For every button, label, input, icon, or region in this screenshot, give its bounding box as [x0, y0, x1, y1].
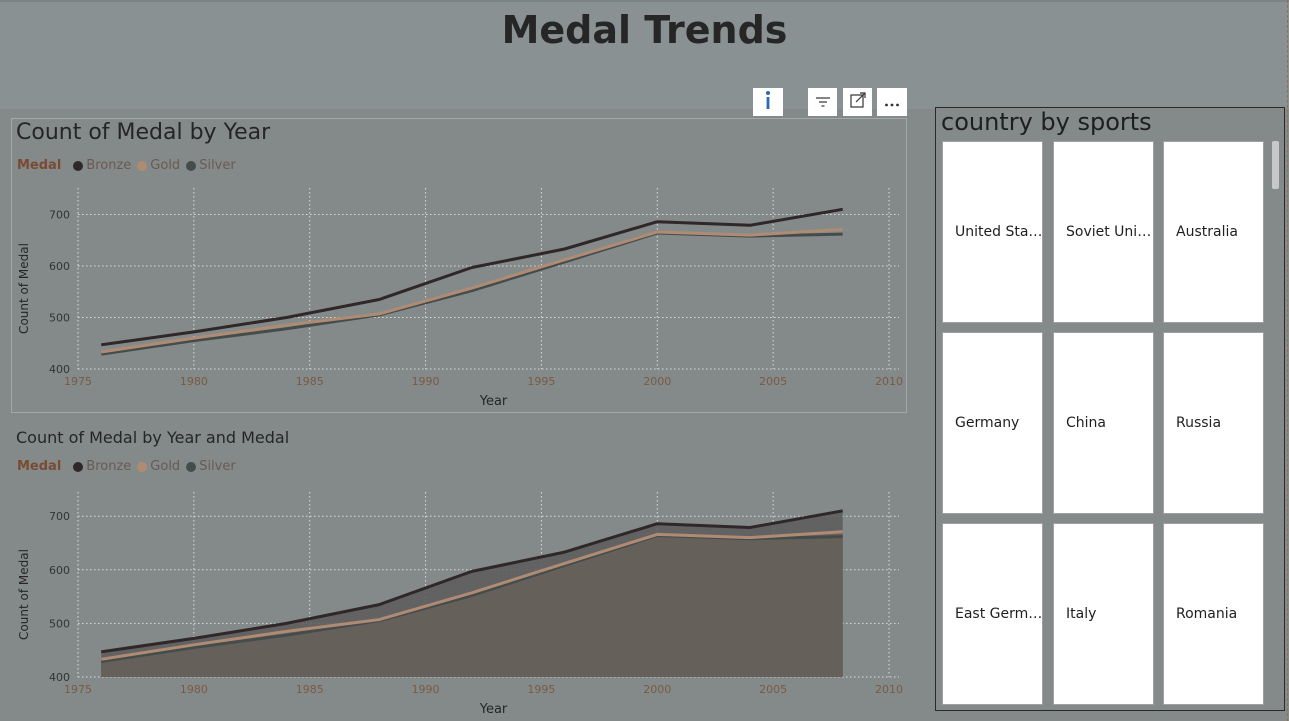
x-axis-title: Year — [479, 702, 508, 717]
slicer-scrollbar[interactable] — [1271, 141, 1279, 706]
filter-icon — [815, 93, 831, 112]
legend-item-bronze[interactable]: Bronze — [73, 158, 131, 173]
focus-mode-icon — [849, 92, 866, 112]
x-tick-label: 1980 — [180, 683, 208, 696]
x-tick-label: 1995 — [527, 375, 555, 388]
line-chart-card[interactable] — [11, 118, 907, 413]
x-tick-label: 2005 — [759, 375, 787, 388]
line-chart-legend: Medal Bronze Gold Silver — [17, 158, 242, 173]
legend-item-gold[interactable]: Gold — [137, 459, 180, 474]
x-tick-label: 1990 — [412, 375, 440, 388]
y-axis-title: Count of Medal — [17, 243, 31, 334]
header-band — [0, 0, 1289, 109]
slicer-tile[interactable]: East Germ… — [942, 523, 1043, 705]
slicer-scrollbar-thumb[interactable] — [1272, 141, 1279, 189]
x-tick-label: 1985 — [296, 375, 324, 388]
x-tick-label: 1975 — [64, 375, 92, 388]
y-tick-label: 500 — [49, 617, 70, 630]
x-tick-label: 1985 — [296, 683, 324, 696]
y-tick-label: 600 — [49, 260, 70, 273]
slicer-tile[interactable]: Germany — [942, 332, 1043, 514]
y-tick-label: 700 — [49, 209, 70, 222]
legend-title: Medal — [17, 459, 62, 474]
bronze-dot-icon — [73, 461, 84, 472]
page-edge — [1287, 0, 1288, 721]
bronze-dot-icon — [73, 160, 84, 171]
area-chart-plot[interactable]: 1975 1980 1985 1990 1995 2000 2005 2010 400 500 60… — [0, 482, 910, 720]
series-line-bronze — [100, 207, 843, 347]
filter-button[interactable] — [808, 88, 837, 116]
slicer-tile[interactable]: China — [1053, 332, 1154, 514]
area-chart-legend: Medal Bronze Gold Silver — [17, 459, 242, 474]
x-tick-label: 1995 — [527, 683, 555, 696]
legend-item-bronze[interactable]: Bronze — [73, 459, 131, 474]
legend-item-gold[interactable]: Gold — [137, 158, 180, 173]
country-slicer: country by sports United Sta… Soviet Uni… — [935, 107, 1285, 711]
x-tick-label: 2000 — [643, 375, 671, 388]
series-line-gold — [100, 530, 843, 661]
series-line-bronze — [100, 509, 843, 654]
slicer-tile[interactable]: Romania — [1163, 523, 1264, 705]
x-tick-label: 1990 — [412, 683, 440, 696]
x-axis-title: Year — [479, 394, 508, 409]
info-button[interactable] — [753, 88, 783, 116]
legend-item-silver[interactable]: Silver — [186, 459, 236, 474]
y-tick-label: 400 — [49, 671, 70, 684]
y-tick-label: 500 — [49, 312, 70, 325]
gold-dot-icon — [137, 461, 148, 472]
x-tick-label: 2010 — [875, 375, 903, 388]
area-silver — [101, 535, 843, 677]
silver-dot-icon — [186, 461, 197, 472]
y-tick-label: 600 — [49, 564, 70, 577]
x-tick-label: 2010 — [875, 683, 903, 696]
slicer-tile[interactable]: Soviet Uni… — [1053, 141, 1154, 323]
slicer-tile[interactable]: Italy — [1053, 523, 1154, 705]
y-tick-label: 400 — [49, 363, 70, 376]
x-tick-label: 1975 — [64, 683, 92, 696]
slicer-tile[interactable]: Australia — [1163, 141, 1264, 323]
y-tick-label: 700 — [49, 510, 70, 523]
legend-title: Medal — [17, 158, 62, 173]
area-chart-title: Count of Medal by Year and Medal — [16, 428, 290, 447]
gold-dot-icon — [137, 160, 148, 171]
silver-dot-icon — [186, 160, 197, 171]
slicer-tile[interactable]: United Sta… — [942, 141, 1043, 323]
series-line-gold — [100, 227, 843, 354]
slicer-title: country by sports — [941, 108, 1152, 136]
x-tick-label: 1980 — [180, 375, 208, 388]
more-options-icon — [884, 93, 900, 112]
line-chart-plot[interactable]: 1975 1980 1985 1990 1995 2000 2005 2010 400 500 60… — [0, 180, 910, 412]
x-tick-label: 2000 — [643, 683, 671, 696]
page-title: Medal Trends — [501, 8, 788, 52]
x-tick-label: 2005 — [759, 683, 787, 696]
slicer-tile[interactable]: Russia — [1163, 332, 1264, 514]
more-options-button[interactable] — [877, 88, 907, 116]
focus-mode-button[interactable] — [843, 88, 872, 116]
legend-item-silver[interactable]: Silver — [186, 158, 236, 173]
line-chart-title: Count of Medal by Year — [16, 120, 271, 145]
y-axis-title: Count of Medal — [17, 549, 31, 640]
info-icon — [761, 89, 775, 115]
